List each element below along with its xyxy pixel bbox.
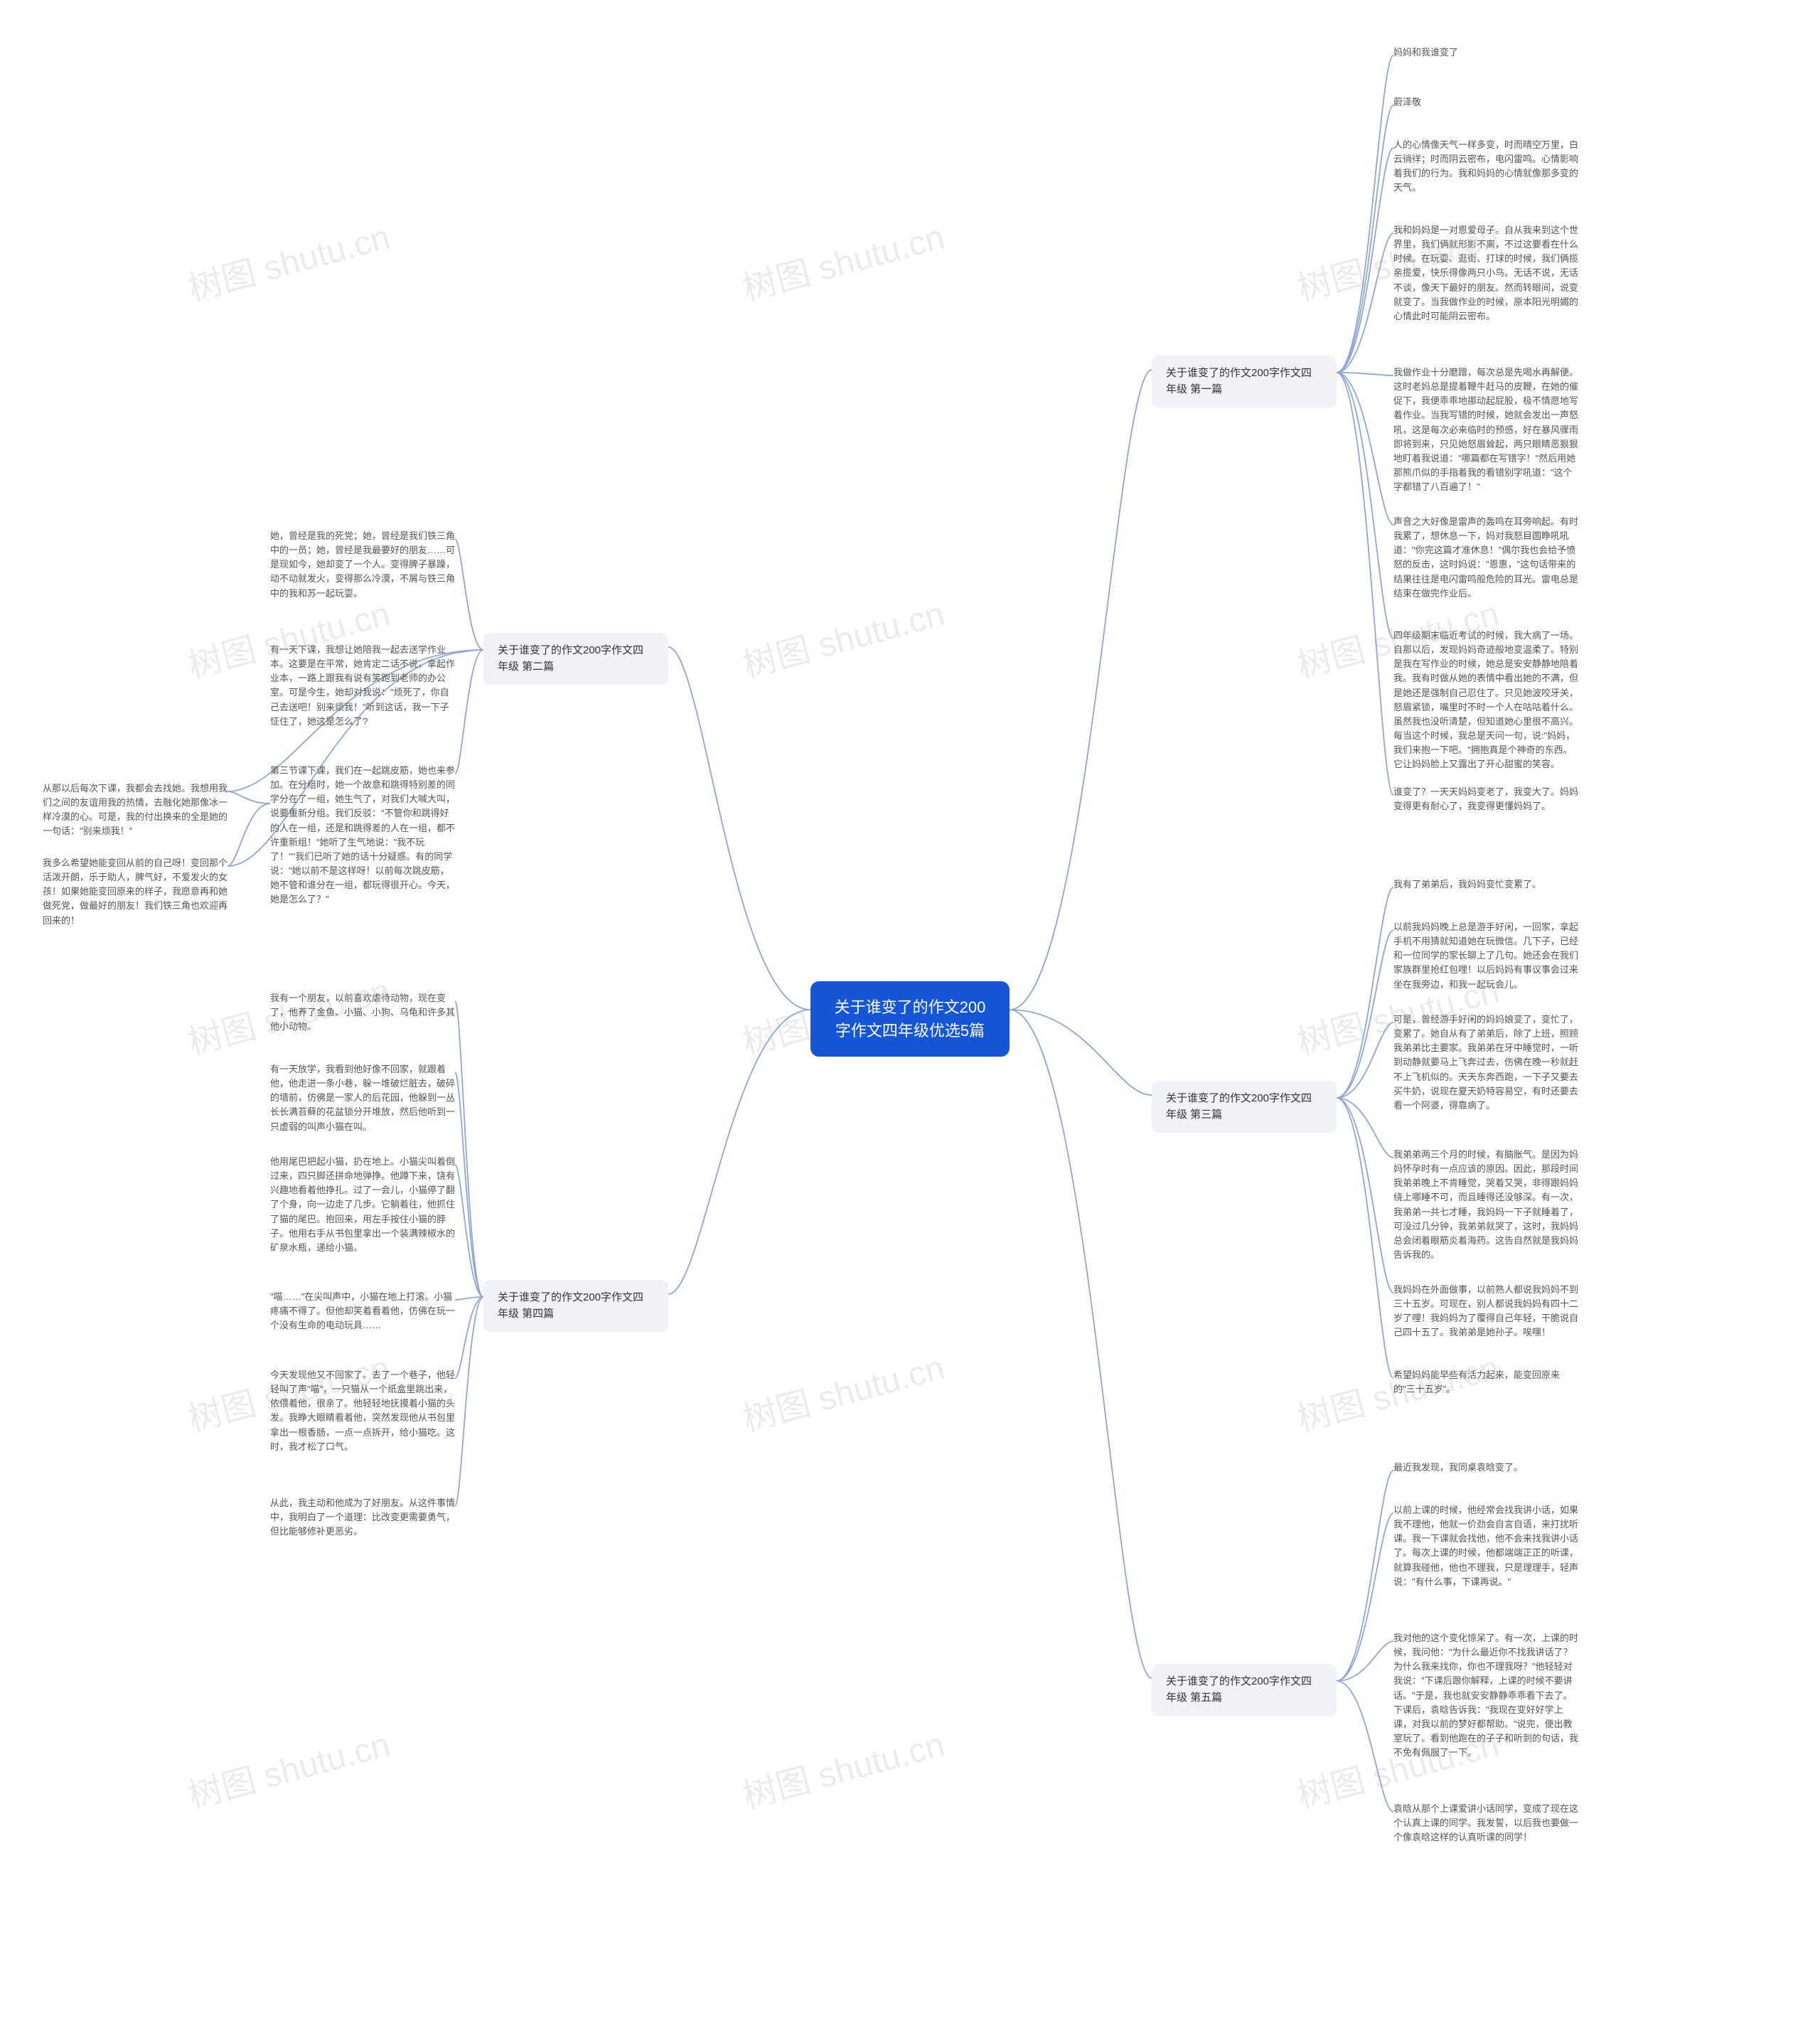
leaf-node-1-6: 声音之大好像是雷声的轰鸣在耳旁响起。有时我累了，想休息一下，妈对我怒目圆睁吼吼道… [1393,512,1578,604]
connector-path [455,1297,483,1506]
connector-path [1337,148,1393,373]
connector-path [1337,1470,1393,1681]
watermark: 树图 shutu.cn [182,209,395,311]
connector-path [1010,1010,1152,1678]
connector-path [455,1072,483,1297]
connector-path [455,539,483,650]
watermark: 树图 shutu.cn [737,209,949,311]
connector-path [1337,105,1393,373]
branch-node-3: 关于谁变了的作文200字作文四年级 第三篇 [1152,1081,1337,1133]
connector-path [1010,370,1152,1010]
connector-path [668,647,810,1010]
connector-path [455,1165,483,1297]
watermark: 树图 shutu.cn [737,1717,949,1818]
connector-path [1337,1513,1393,1681]
connector-path [1337,887,1393,1098]
leaf-node-4-6: 从此，我主动和他成为了好朋友。从这件事情中，我明白了一个道理：比改变更需要勇气，… [270,1493,455,1542]
connector-path [228,791,270,804]
branch-node-5: 关于谁变了的作文200字作文四年级 第五篇 [1152,1664,1337,1716]
leaf-node-4-5: 今天发现他又不回家了。去了一个巷子，他轻轻叫了声"喵"，一只猫从一个纸盒里跳出来… [270,1365,455,1457]
leaf-node-4-4: "喵……"在尖叫声中，小猫在地上打滚。小猫疼痛不得了。但他却笑着看着他，仿佛在玩… [270,1287,455,1335]
leaf-node-3-5: 我妈妈在外面做事，以前熟人都说我妈妈不到三十五岁。可现在，别人都说我妈妈有四十二… [1393,1280,1578,1343]
connector-path [1337,1098,1393,1378]
leaf-node-3-2: 以前我妈妈晚上总是游手好闲，一回家，拿起手机不用猜就知道她在玩微信。几下子，已经… [1393,917,1578,995]
leaf-node-2-3: 第三节课下课，我们在一起跳皮筋，她也来参加。在分组时，她一个故意和跳得特别差的同… [270,761,455,909]
connector-path [455,1297,483,1300]
leaf-node-3-6: 希望妈妈能早些有活力起来，能变回原来的"三十五岁"。 [1393,1365,1578,1399]
connector-path [1337,373,1393,639]
connector-path [1337,373,1393,795]
leaf-node-1-4: 我和妈妈是一对恩爱母子。自从我来到这个世界里，我们俩就形影不离，不过这要看在什么… [1393,220,1578,326]
connector-path [1337,233,1393,373]
connector-path [455,650,483,774]
leaf-node-1-7: 四年级期末临近考试的时候，我大病了一场。自那以后，发现妈妈奇迹般地变温柔了。特别… [1393,626,1578,774]
connector-path [1337,930,1393,1098]
connector-path [1337,55,1393,373]
leaf-node-5-2: 以前上课的时候，他经常会找我讲小话，如果我不理他，他就一价劲会自言自语，来打扰听… [1393,1500,1578,1592]
leaf-node-2-5: 我多么希望她能变回从前的自己呀！变回那个活泼开朗，乐于助人，脾气好，不爱发火的女… [43,853,228,931]
connector-path [455,650,483,653]
leaf-node-1-5: 我做作业十分磨蹭，每次总是先喝水再解便。这时老妈总是提着鞭牛赶马的皮鞭，在她的催… [1393,363,1578,497]
connector-path [1010,1010,1152,1095]
connector-path [1337,1023,1393,1098]
watermark: 树图 shutu.cn [182,1717,395,1818]
watermark: 树图 shutu.cn [737,1340,949,1441]
leaf-node-3-1: 我有了弟弟后，我妈妈变忙变累了。 [1393,875,1578,895]
leaf-node-5-1: 最近我发现，我同桌袁晗变了。 [1393,1458,1578,1478]
connector-path [455,1297,483,1378]
connector-path [1337,373,1393,525]
leaf-node-4-3: 他用尾巴把起小猫，扔在地上。小猫尖叫着倒过来，四只脚还拼命地弹挣。他蹲下来，饶有… [270,1152,455,1258]
leaf-node-1-3: 人的心情像天气一样多变，时而晴空万里，白云徜徉；时而阴云密布，电闪雷鸣。心情影响… [1393,135,1578,198]
leaf-node-2-1: 她，曾经是我的死党；她，曾经是我们铁三角中的一员；她，曾经是我最要好的朋友……可… [270,526,455,604]
branch-node-1: 关于谁变了的作文200字作文四年级 第一篇 [1152,356,1337,407]
watermark: 树图 shutu.cn [737,586,949,688]
leaf-node-5-3: 我对他的这个变化惊呆了。有一次，上课的时候，我问他："为什么最近你不找我讲话了？… [1393,1628,1578,1763]
connector-path [1337,1681,1393,1812]
connector-path [228,804,270,866]
leaf-node-4-1: 我有一个朋友，以前喜欢虐待动物，现在变了，他养了金鱼、小猫、小狗、乌龟和许多其他… [270,988,455,1037]
branch-node-4: 关于谁变了的作文200字作文四年级 第四篇 [483,1280,668,1332]
leaf-node-2-2: 有一天下课，我想让她陪我一起去送学作业本。这要是在平常，她肯定二话不说，拿起作业… [270,640,455,732]
connector-path [455,1001,483,1297]
center-node: 关于谁变了的作文200字作文四年级优选5篇 [810,981,1010,1057]
leaf-node-2-4: 从那以后每次下课，我都会去找她。我想用我们之间的友谊用我的热情，去融化她那像冰一… [43,779,228,842]
leaf-node-4-2: 有一天放学，我看到他好像不回家，就跟着他，他走进一条小巷，躲一堆破烂脏去，破碎的… [270,1059,455,1137]
connector-path [668,1010,810,1294]
connector-path [1337,373,1393,375]
leaf-node-5-4: 袁晗从那个上课爱讲小话同学，变成了现在这个认真上课的同学。我发誓，以后我也要做一… [1393,1799,1578,1847]
leaf-node-1-8: 谁变了？一天天妈妈变老了，我变大了。妈妈变得更有耐心了，我变得更懂妈妈了。 [1393,782,1578,816]
branch-node-2: 关于谁变了的作文200字作文四年级 第二篇 [483,633,668,685]
connector-path [1337,1098,1393,1293]
leaf-node-3-3: 可是，曾经游手好闲的妈妈娘变了，变忙了，变累了。她自从有了弟弟后，除了上班，照顾… [1393,1010,1578,1116]
leaf-node-1-2: 蔚泽敬 [1393,92,1536,112]
leaf-node-1-1: 妈妈和我谁变了 [1393,43,1536,63]
leaf-node-3-4: 我弟弟两三个月的时候，有脑胀气。是因为妈妈怀孕时有一点应该的原因。因此，那段时间… [1393,1145,1578,1265]
connector-path [1337,1641,1393,1681]
connector-path [1337,1098,1393,1158]
